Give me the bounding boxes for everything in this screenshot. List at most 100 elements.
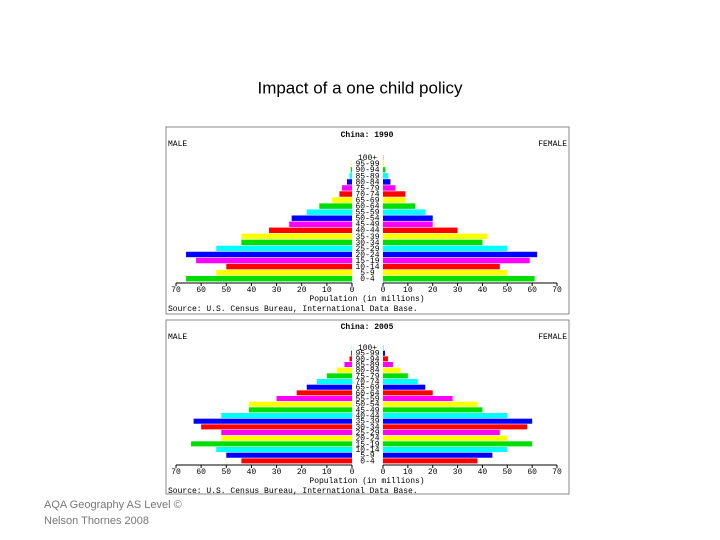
bar-female — [383, 221, 433, 227]
bar-male — [276, 396, 352, 402]
age-label: 0-4 — [360, 275, 375, 284]
bar-male — [191, 441, 352, 447]
bar-female — [383, 413, 508, 419]
bar-female — [383, 384, 426, 390]
age-label: 65-69 — [355, 384, 379, 393]
bar-female — [383, 245, 508, 252]
bar-female — [383, 203, 416, 209]
bar-female — [383, 161, 384, 167]
bar-male — [201, 424, 352, 430]
x-tick-label: 20 — [297, 468, 307, 477]
bar-female — [383, 179, 391, 185]
age-label: 100+ — [358, 344, 377, 353]
bar-male — [351, 161, 352, 167]
x-tick-label: 70 — [552, 286, 562, 295]
bar-male — [241, 239, 352, 246]
age-label: 60-64 — [355, 389, 379, 398]
legend-right: FEMALE — [538, 140, 567, 149]
bar-female — [383, 227, 458, 234]
x-tick-label: 20 — [428, 286, 438, 295]
bar-male — [341, 185, 352, 191]
legend-left: MALE — [168, 140, 187, 149]
age-label: 45-49 — [355, 406, 379, 415]
bar-male — [226, 263, 352, 270]
age-label: 20-24 — [355, 251, 379, 260]
bar-female — [383, 356, 388, 362]
bar-male — [196, 257, 352, 264]
x-tick-label: 40 — [478, 286, 488, 295]
x-tick-label: 60 — [196, 468, 206, 477]
age-label: 40-44 — [355, 227, 379, 236]
x-tick-label: 0 — [350, 286, 355, 295]
age-label: 25-29 — [355, 429, 379, 438]
bar-female — [383, 350, 385, 356]
age-label: 55-59 — [355, 209, 379, 218]
bar-female — [383, 173, 388, 179]
bar-female — [383, 407, 483, 413]
x-tick-label: 60 — [527, 286, 537, 295]
chart-title: China: 1990 — [341, 131, 394, 140]
footer-line: AQA Geography AS Level © — [44, 499, 182, 511]
age-label: 25-29 — [355, 245, 379, 254]
bar-female — [383, 167, 386, 173]
bar-male — [319, 203, 352, 209]
bar-male — [226, 452, 352, 458]
bar-female — [383, 215, 433, 221]
x-tick-label: 50 — [502, 468, 512, 477]
slide-title: Impact of a one child policy — [257, 78, 463, 97]
bar-female — [383, 269, 508, 276]
bar-female — [383, 452, 493, 458]
x-tick-label: 70 — [171, 286, 181, 295]
bar-male — [248, 407, 352, 413]
age-label: 80-84 — [355, 178, 379, 187]
age-label: 65-69 — [355, 196, 379, 205]
bar-male — [221, 435, 352, 441]
bar-male — [241, 458, 352, 464]
bar-female — [383, 379, 418, 385]
age-label: 15-19 — [355, 257, 379, 266]
x-tick-label: 40 — [478, 468, 488, 477]
x-tick-label: 50 — [502, 286, 512, 295]
bar-male — [351, 350, 352, 356]
bar-male — [289, 221, 352, 227]
x-tick-label: 10 — [403, 468, 413, 477]
x-tick-label: 40 — [247, 468, 257, 477]
x-tick-label: 0 — [350, 468, 355, 477]
bar-female — [383, 435, 508, 441]
bar-male — [216, 245, 352, 252]
x-tick-label: 60 — [527, 468, 537, 477]
x-axis-label: Population (in millions) — [309, 477, 424, 486]
x-tick-label: 50 — [221, 468, 231, 477]
bar-female — [383, 441, 533, 447]
bar-male — [326, 373, 352, 379]
x-tick-label: 50 — [221, 286, 231, 295]
age-label: 10-14 — [355, 263, 379, 272]
bar-male — [216, 269, 352, 276]
x-tick-label: 20 — [428, 468, 438, 477]
x-tick-label: 20 — [297, 286, 307, 295]
x-tick-label: 70 — [171, 468, 181, 477]
bar-male — [336, 367, 352, 373]
age-label: 75-79 — [355, 372, 379, 381]
age-label: 5-9 — [360, 269, 375, 278]
bar-female — [383, 275, 535, 282]
age-label: 55-59 — [355, 395, 379, 404]
bar-male — [296, 390, 352, 396]
x-tick-label: 70 — [552, 468, 562, 477]
age-label: 85-89 — [355, 172, 379, 181]
bar-female — [383, 367, 401, 373]
bar-female — [383, 373, 408, 379]
age-label: 50-54 — [355, 401, 379, 410]
bar-male — [291, 215, 352, 221]
age-label: 20-24 — [355, 435, 379, 444]
age-label: 95-99 — [355, 350, 379, 359]
bar-female — [383, 418, 533, 424]
bar-male — [221, 413, 352, 419]
age-label: 70-74 — [355, 190, 379, 199]
bar-male — [221, 430, 352, 436]
bar-male — [344, 362, 352, 368]
age-label: 95-99 — [355, 160, 379, 169]
x-tick-label: 30 — [272, 286, 282, 295]
bar-female — [383, 185, 396, 191]
age-label: 40-44 — [355, 412, 379, 421]
